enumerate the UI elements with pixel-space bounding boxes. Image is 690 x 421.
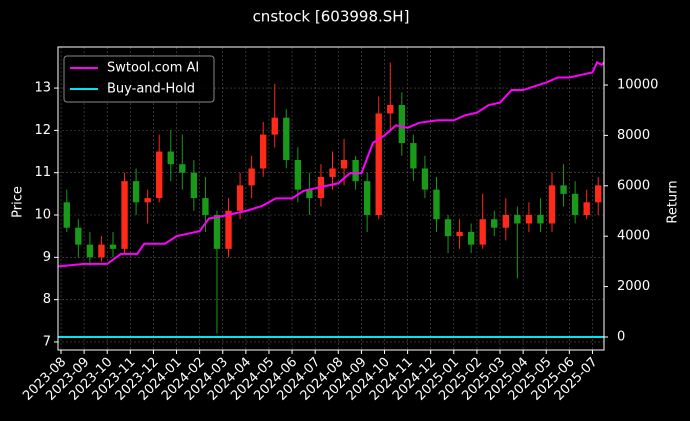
candle-body: [167, 151, 174, 165]
legend-label: Buy-and-Hold: [107, 82, 195, 97]
y2-axis-label: Return: [666, 180, 681, 223]
candle-body: [213, 215, 221, 249]
candle-body: [433, 189, 440, 220]
y2-tick-label: 6000: [617, 178, 650, 193]
candle-body: [410, 143, 417, 169]
candle-body: [548, 185, 556, 224]
legend-box: [63, 55, 215, 103]
candle-body: [271, 117, 278, 135]
plot-frame: [57, 46, 605, 351]
candle-body: [398, 104, 405, 144]
candle-body: [537, 215, 544, 224]
y-tick-label: 10: [34, 208, 51, 223]
candle-body: [63, 202, 70, 228]
candle-body: [491, 219, 498, 228]
candle-body: [98, 244, 105, 258]
candle-body: [260, 134, 267, 169]
candle-body: [502, 215, 509, 228]
candle-body: [525, 215, 533, 224]
candle-body: [306, 189, 313, 199]
y-tick-label: 7: [43, 334, 51, 349]
candle-body: [132, 181, 140, 203]
candle-body: [225, 210, 232, 249]
candle-body: [479, 219, 486, 245]
legend-label: Swtool.com AI: [107, 61, 199, 76]
candle-body: [86, 244, 94, 258]
y-tick-label: 8: [43, 292, 51, 307]
y2-tick-label: 10000: [617, 78, 658, 93]
candle-body: [190, 172, 198, 199]
candle-body: [387, 104, 394, 114]
candle-body: [595, 185, 602, 203]
candle-body: [421, 168, 429, 190]
y-tick-label: 12: [34, 123, 51, 138]
candle-body: [444, 219, 452, 237]
candle-body: [571, 193, 579, 216]
candle-body: [75, 227, 82, 245]
y2-tick-label: 4000: [617, 229, 650, 244]
candle-body: [179, 164, 186, 173]
candle-body: [236, 185, 244, 211]
candle-body: [202, 198, 209, 216]
candle-body: [121, 181, 128, 249]
candle-body: [363, 181, 371, 216]
candle-body: [514, 215, 521, 224]
candle-body: [294, 159, 302, 190]
candle-body: [352, 159, 359, 182]
candle-body: [375, 113, 382, 216]
y2-tick-label: 8000: [617, 128, 650, 143]
chart-title: cnstock [603998.SH]: [253, 8, 410, 26]
candle-body: [340, 159, 348, 169]
return-line: [57, 60, 605, 268]
candle-body: [329, 168, 336, 177]
candle-body: [583, 202, 590, 216]
y-tick-label: 11: [34, 165, 51, 180]
candle-body: [248, 168, 255, 186]
candle-body: [144, 198, 151, 203]
candle-body: [467, 231, 475, 245]
candle-body: [109, 244, 117, 249]
y-axis-label: Price: [11, 186, 26, 218]
y2-tick-label: 0: [617, 329, 625, 344]
y-tick-label: 9: [43, 250, 51, 265]
candle-body: [456, 231, 463, 237]
y2-tick-label: 2000: [617, 279, 650, 294]
candle-body: [156, 151, 163, 199]
legend: Swtool.com AI Buy-and-Hold: [63, 55, 215, 103]
candle-body: [560, 185, 567, 194]
y-tick-label: 13: [34, 81, 51, 96]
candle-body: [283, 117, 290, 160]
